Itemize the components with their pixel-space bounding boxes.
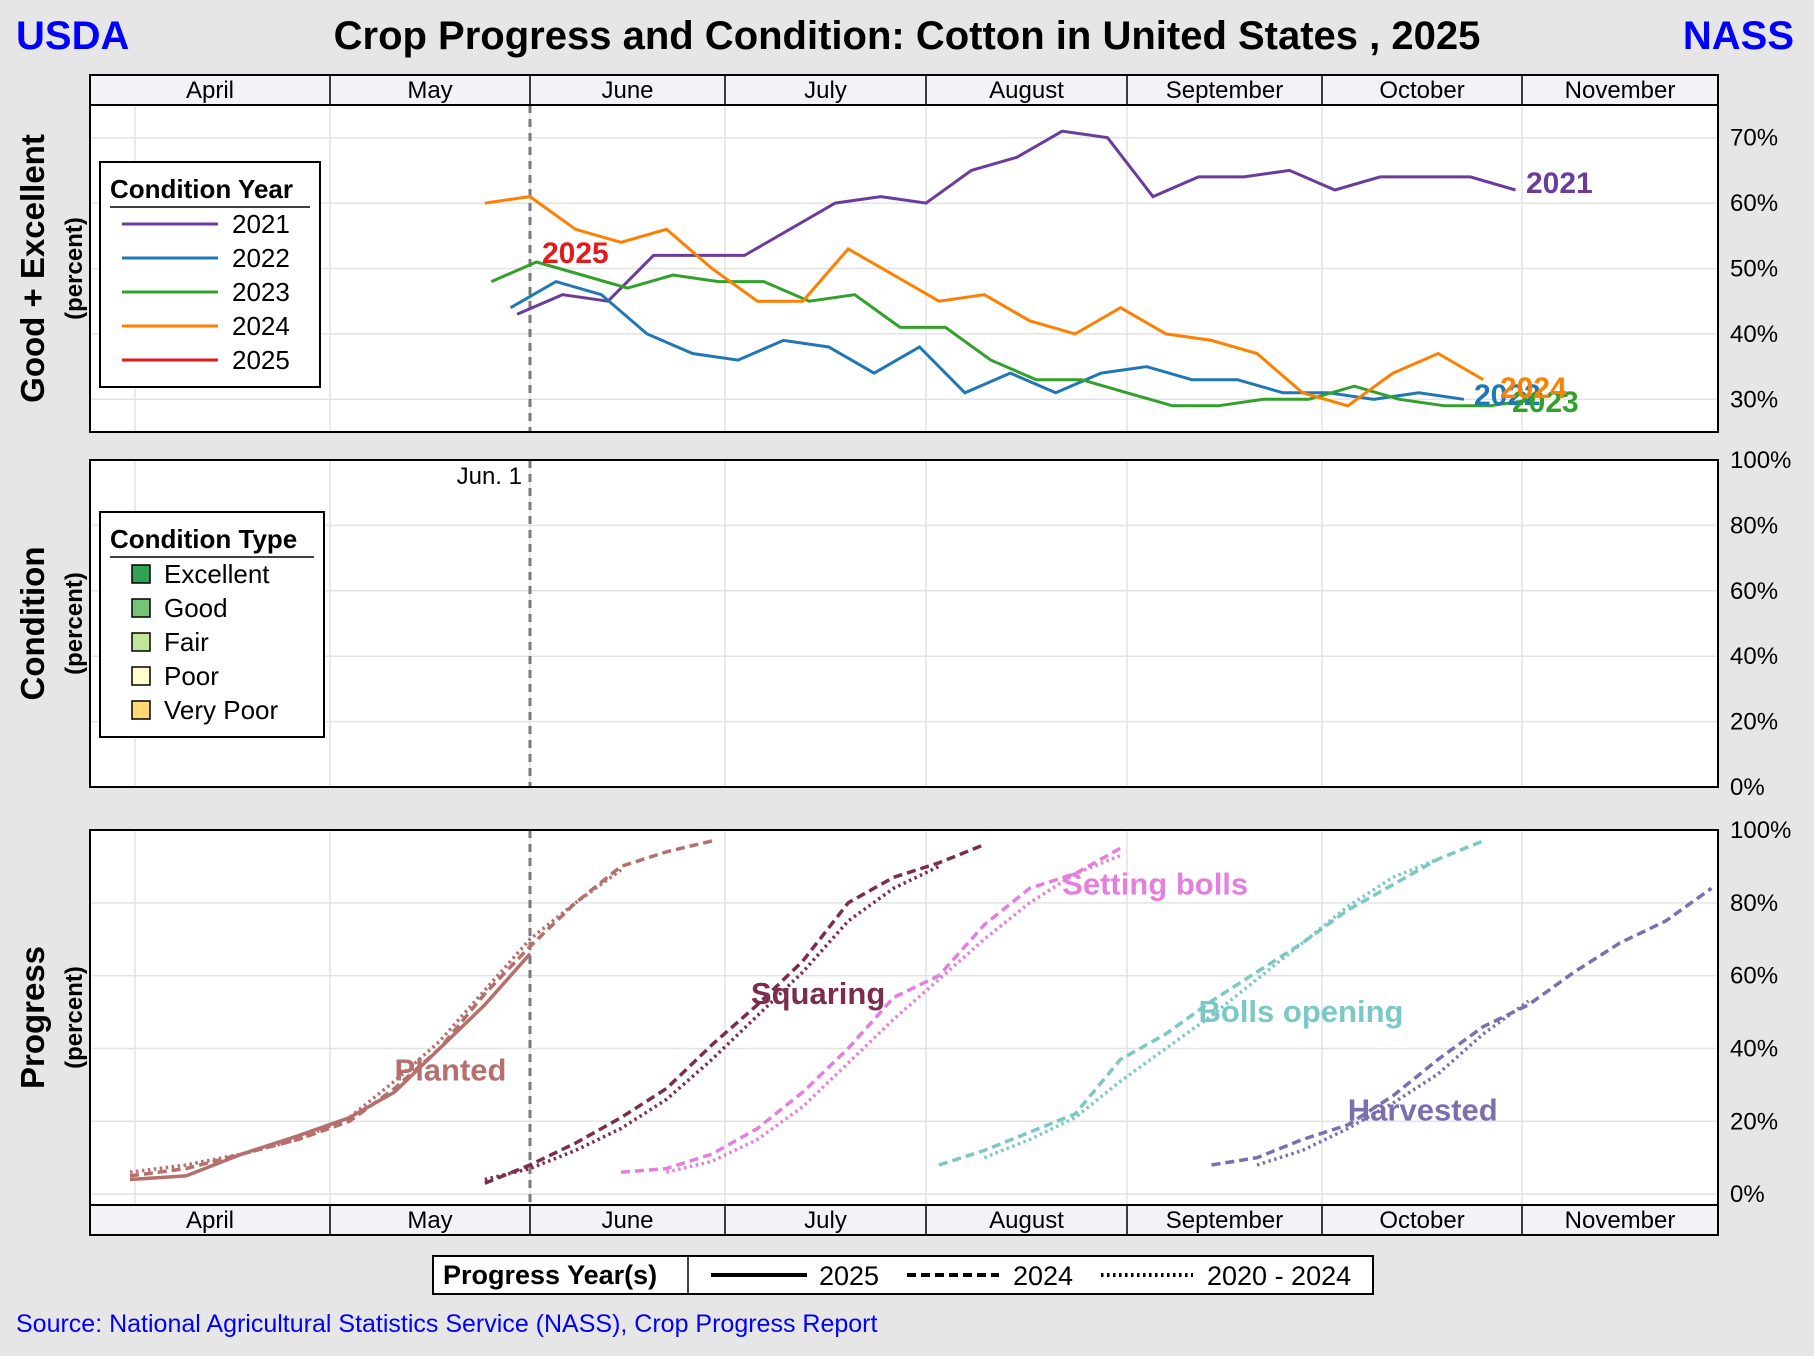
progress-line-squaring-avg bbox=[484, 864, 940, 1182]
progress-year-legend-title: Progress Year(s) bbox=[443, 1260, 657, 1290]
prog-ytick-label: 60% bbox=[1730, 963, 1778, 990]
top-month-label: November bbox=[1565, 77, 1676, 104]
prog-ytick-label: 0% bbox=[1730, 1181, 1765, 1208]
top-month-label: May bbox=[407, 77, 452, 104]
legend-label-2023: 2023 bbox=[232, 277, 290, 307]
legend-swatch-good bbox=[131, 598, 151, 618]
legend-swatch-poor bbox=[131, 666, 151, 686]
top-month-label: April bbox=[186, 77, 234, 104]
ge-end-label-2021: 2021 bbox=[1526, 167, 1593, 200]
cond-ytick-label: 100% bbox=[1730, 447, 1791, 474]
progress-year-legend bbox=[432, 1255, 1374, 1295]
ge-ylabel-sub: (percent) bbox=[61, 217, 88, 320]
progress-stage-label-bolls-opening: Bolls opening bbox=[1199, 994, 1404, 1029]
date-marker-label: Jun. 1 bbox=[457, 463, 522, 490]
ge-ytick-label: 70% bbox=[1730, 125, 1778, 152]
ge-ytick-label: 40% bbox=[1730, 321, 1778, 348]
prog-panel-background bbox=[90, 830, 1718, 1205]
legend-label-2024: 2024 bbox=[232, 311, 290, 341]
legend-swatch-fair bbox=[131, 632, 151, 652]
cond-ylabel-sub: (percent) bbox=[61, 572, 88, 675]
nass-logo-text: NASS bbox=[1682, 14, 1794, 58]
ge-ytick-label: 30% bbox=[1730, 386, 1778, 413]
legend-label-dashed: 2024 bbox=[1013, 1261, 1073, 1291]
bottom-month-bar bbox=[89, 1204, 1719, 1236]
condition-type-legend bbox=[99, 511, 325, 738]
progress-line-squaring-y2024 bbox=[484, 842, 986, 1185]
bottom-month-label: July bbox=[804, 1207, 847, 1234]
progress-line-bolls-opening-avg bbox=[983, 857, 1439, 1160]
condition-type-legend-title: Condition Type bbox=[110, 524, 297, 554]
top-month-label: July bbox=[804, 77, 847, 104]
cond-ytick-label: 40% bbox=[1730, 643, 1778, 670]
ge-line-2024 bbox=[484, 195, 1485, 408]
bottom-month-label: June bbox=[601, 1207, 653, 1234]
ge-end-label-2024: 2024 bbox=[1500, 372, 1567, 405]
ge-end-label-2022: 2022 bbox=[1474, 379, 1541, 412]
top-month-bar bbox=[89, 74, 1719, 106]
ge-ytick-label: 60% bbox=[1730, 190, 1778, 217]
legend-label-very-poor: Very Poor bbox=[164, 695, 279, 725]
bottom-month-label: September bbox=[1166, 1207, 1283, 1234]
ge-line-2023 bbox=[490, 260, 1536, 408]
prog-ytick-label: 100% bbox=[1730, 817, 1791, 844]
ge-line-2021 bbox=[516, 129, 1516, 316]
ge-ylabel: Good + Excellent bbox=[14, 134, 51, 403]
cond-ytick-label: 0% bbox=[1730, 774, 1765, 801]
progress-stage-label-harvested: Harvested bbox=[1348, 1092, 1498, 1127]
panel-border bbox=[89, 459, 1719, 788]
usda-logo-text: USDA bbox=[16, 14, 130, 58]
progress-stage-label-squaring: Squaring bbox=[751, 976, 885, 1011]
condition-year-legend-title: Condition Year bbox=[110, 174, 293, 204]
panel-border bbox=[89, 829, 1719, 1206]
ge-end-label-2023: 2023 bbox=[1512, 386, 1579, 419]
legend-label-2021: 2021 bbox=[232, 209, 290, 239]
legend-label-2022: 2022 bbox=[232, 243, 290, 273]
legend-label-poor: Poor bbox=[164, 661, 219, 691]
top-month-label: September bbox=[1166, 77, 1283, 104]
ge-end-label-2025: 2025 bbox=[542, 237, 609, 270]
source-note: Source: National Agricultural Statistics… bbox=[16, 1310, 878, 1338]
prog-ytick-label: 40% bbox=[1730, 1035, 1778, 1062]
legend-swatch-very-poor bbox=[131, 700, 151, 720]
top-month-label: August bbox=[989, 77, 1064, 104]
prog-ytick-label: 80% bbox=[1730, 890, 1778, 917]
progress-line-harvested-y2024 bbox=[1211, 886, 1713, 1167]
bottom-month-label: November bbox=[1565, 1207, 1676, 1234]
top-month-label: October bbox=[1379, 77, 1464, 104]
bottom-month-label: April bbox=[186, 1207, 234, 1234]
legend-swatch-excellent bbox=[131, 564, 151, 584]
cond-ytick-label: 20% bbox=[1730, 709, 1778, 736]
progress-line-planted-y2025 bbox=[129, 952, 532, 1182]
legend-label-fair: Fair bbox=[164, 627, 209, 657]
legend-label-dotted: 2020 - 2024 bbox=[1207, 1261, 1351, 1291]
progress-line-setting-bolls-y2024 bbox=[620, 846, 1122, 1174]
legend-label-solid: 2025 bbox=[819, 1261, 879, 1291]
progress-stage-label-setting-bolls: Setting bolls bbox=[1062, 867, 1248, 902]
cond-ylabel: Condition bbox=[14, 547, 51, 701]
panel-border bbox=[89, 104, 1719, 433]
prog-ylabel: Progress bbox=[14, 946, 51, 1089]
bottom-month-label: August bbox=[989, 1207, 1064, 1234]
prog-ytick-label: 20% bbox=[1730, 1108, 1778, 1135]
progress-stage-label-planted: Planted bbox=[395, 1052, 507, 1087]
progress-line-setting-bolls-avg bbox=[666, 853, 1122, 1174]
prog-ylabel-sub: (percent) bbox=[61, 966, 88, 1069]
cond-panel-background bbox=[90, 460, 1718, 787]
bottom-month-label: May bbox=[407, 1207, 452, 1234]
progress-line-bolls-opening-y2024 bbox=[938, 839, 1484, 1167]
legend-label-excellent: Excellent bbox=[164, 559, 270, 589]
progress-line-harvested-avg bbox=[1256, 999, 1530, 1167]
top-month-label: June bbox=[601, 77, 653, 104]
bottom-month-label: October bbox=[1379, 1207, 1464, 1234]
cond-ytick-label: 80% bbox=[1730, 512, 1778, 539]
legend-label-2025: 2025 bbox=[232, 345, 290, 375]
cond-ytick-label: 60% bbox=[1730, 578, 1778, 605]
condition-year-legend bbox=[99, 161, 321, 388]
ge-ytick-label: 50% bbox=[1730, 256, 1778, 283]
legend-label-good: Good bbox=[164, 593, 228, 623]
